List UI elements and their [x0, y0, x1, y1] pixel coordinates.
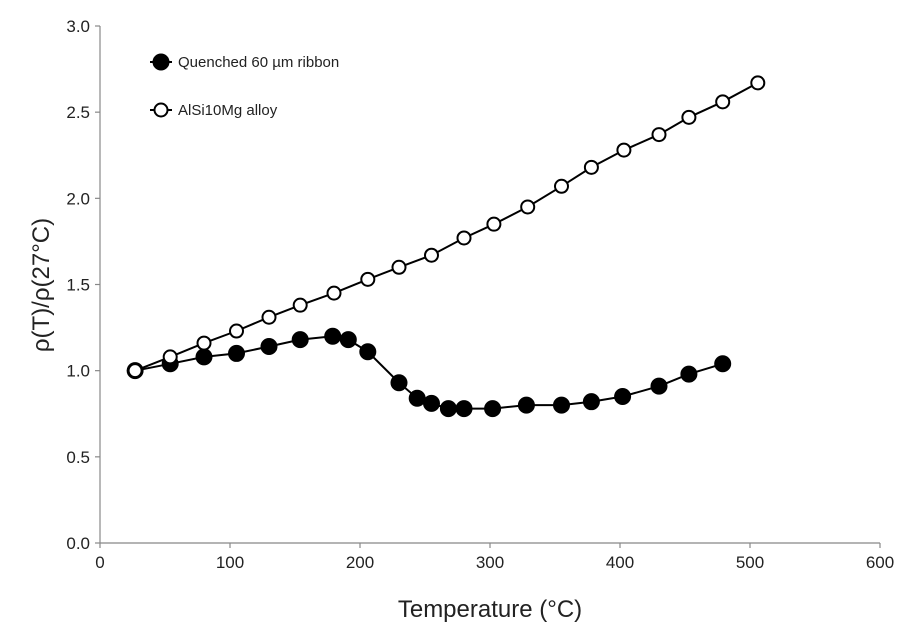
data-point	[714, 355, 732, 373]
x-tick-label: 100	[216, 553, 244, 572]
series-line	[134, 82, 759, 372]
data-point	[339, 331, 357, 349]
x-tick-label: 500	[736, 553, 764, 572]
data-point	[583, 159, 599, 175]
data-point	[424, 247, 439, 263]
x-tick-label: 600	[866, 553, 894, 572]
data-point	[291, 331, 309, 349]
data-point	[127, 363, 143, 379]
data-point	[359, 343, 377, 361]
legend-label: Quenched 60 µm ribbon	[178, 54, 339, 71]
data-point	[517, 396, 535, 414]
data-point	[229, 323, 244, 339]
data-point	[750, 75, 766, 91]
data-point	[326, 285, 342, 301]
y-tick-label: 0.0	[66, 534, 90, 553]
legend: Quenched 60 µm ribbon AlSi10Mg alloy	[150, 53, 339, 119]
data-point	[651, 127, 667, 143]
data-point	[324, 327, 342, 345]
y-tick-label: 1.5	[66, 276, 90, 295]
legend-marker	[153, 102, 169, 118]
data-point	[195, 348, 213, 366]
legend-label: AlSi10Mg alloy	[178, 102, 278, 119]
data-point	[439, 400, 457, 418]
y-axis-title: ρ(T)/ρ(27°C)	[28, 218, 55, 352]
data-point	[423, 394, 440, 412]
ticks: 0.0 0.5 1.0 1.5 2.0 2.5 3.0 0 100 200 300 400 500 600	[66, 17, 894, 572]
data-point	[260, 338, 278, 356]
series-2	[127, 75, 766, 379]
data-point	[196, 335, 212, 351]
y-tick-label: 2.0	[66, 189, 90, 208]
data-point	[360, 271, 376, 287]
data-point	[455, 400, 473, 418]
y-tick-label: 2.5	[66, 103, 90, 122]
data-point	[484, 400, 502, 418]
y-tick-label: 0.5	[66, 448, 90, 467]
data-point	[582, 393, 600, 411]
data-point	[715, 94, 731, 110]
y-tick-label: 1.0	[66, 362, 90, 381]
data-point	[616, 142, 632, 158]
data-point	[486, 216, 502, 232]
data-point	[650, 377, 668, 395]
data-point	[228, 344, 245, 362]
data-point	[681, 109, 697, 125]
data-point	[408, 389, 426, 407]
x-tick-label: 300	[476, 553, 504, 572]
legend-marker	[152, 53, 170, 71]
data-point	[292, 297, 308, 313]
series-layer	[126, 75, 766, 418]
data-point	[390, 374, 408, 392]
y-tick-label: 3.0	[66, 17, 90, 36]
x-tick-label: 400	[606, 553, 634, 572]
data-point	[261, 309, 277, 325]
x-axis-title: Temperature (°C)	[398, 596, 582, 623]
data-point	[520, 199, 536, 215]
data-point	[554, 178, 569, 194]
data-point	[456, 230, 472, 246]
x-tick-label: 0	[95, 553, 104, 572]
x-tick-label: 200	[346, 553, 374, 572]
data-point	[614, 388, 632, 406]
data-point	[553, 396, 570, 414]
data-point	[680, 365, 698, 383]
data-point	[162, 349, 178, 365]
data-point	[391, 259, 407, 275]
series-1	[126, 327, 732, 418]
